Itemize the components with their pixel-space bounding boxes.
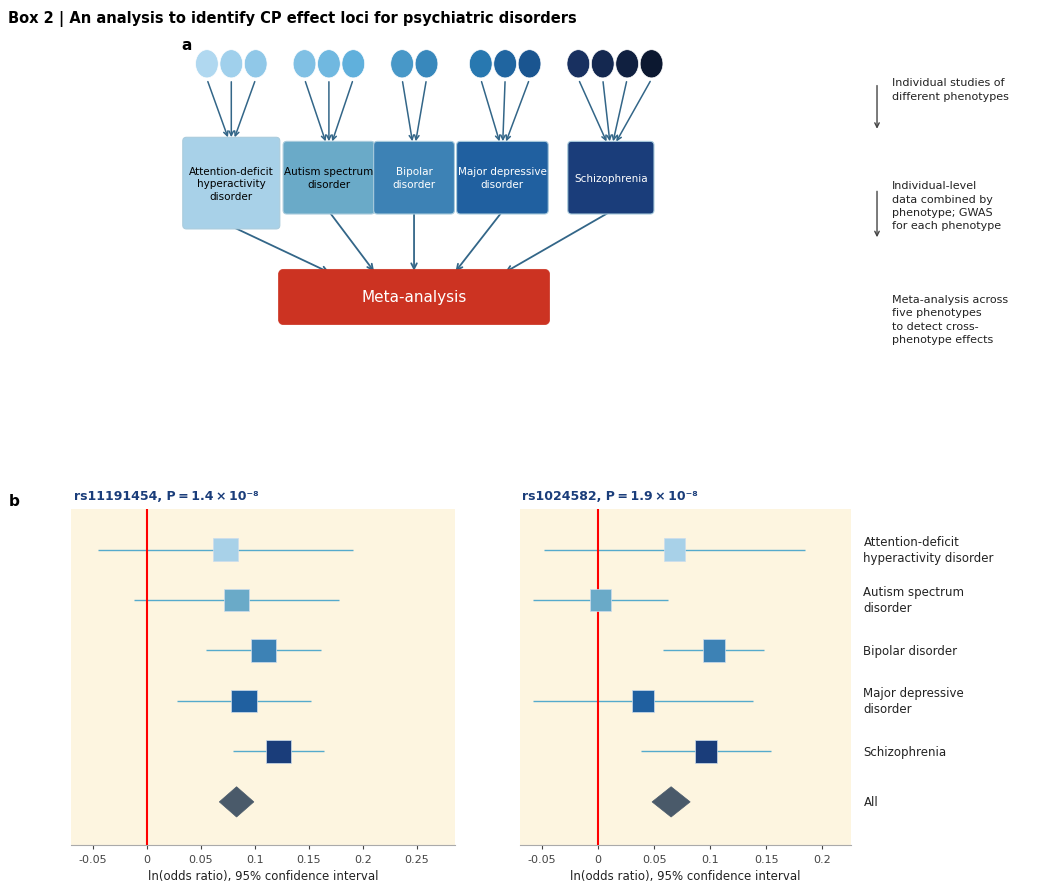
Text: Bipolar
disorder: Bipolar disorder <box>393 167 436 190</box>
Ellipse shape <box>640 51 663 79</box>
Ellipse shape <box>293 51 316 79</box>
FancyBboxPatch shape <box>664 539 686 561</box>
Ellipse shape <box>518 51 541 79</box>
Text: Bipolar disorder: Bipolar disorder <box>863 645 958 657</box>
Text: b: b <box>8 493 19 509</box>
Text: Major depressive
disorder: Major depressive disorder <box>458 167 547 190</box>
Ellipse shape <box>494 51 517 79</box>
FancyBboxPatch shape <box>632 690 654 713</box>
FancyBboxPatch shape <box>457 142 548 215</box>
FancyBboxPatch shape <box>568 142 654 215</box>
Ellipse shape <box>415 51 438 79</box>
Text: rs1024582, P = 1.9 × 10⁻⁸: rs1024582, P = 1.9 × 10⁻⁸ <box>522 489 698 502</box>
Ellipse shape <box>615 51 638 79</box>
Ellipse shape <box>317 51 340 79</box>
Text: Autism spectrum
disorder: Autism spectrum disorder <box>863 586 965 615</box>
Ellipse shape <box>391 51 414 79</box>
FancyBboxPatch shape <box>374 142 455 215</box>
X-axis label: ln(odds ratio), 95% confidence interval: ln(odds ratio), 95% confidence interval <box>148 869 378 882</box>
Text: Box 2 | An analysis to identify CP effect loci for psychiatric disorders: Box 2 | An analysis to identify CP effec… <box>8 11 578 27</box>
Text: Meta-analysis: Meta-analysis <box>361 291 467 305</box>
FancyBboxPatch shape <box>251 639 276 662</box>
Ellipse shape <box>245 51 267 79</box>
Ellipse shape <box>342 51 364 79</box>
Ellipse shape <box>591 51 614 79</box>
Text: Attention-deficit
hyperactivity disorder: Attention-deficit hyperactivity disorder <box>863 536 994 564</box>
Text: Meta-analysis across
five phenotypes
to detect cross-
phenotype effects: Meta-analysis across five phenotypes to … <box>891 295 1008 344</box>
Ellipse shape <box>567 51 590 79</box>
X-axis label: ln(odds ratio), 95% confidence interval: ln(odds ratio), 95% confidence interval <box>570 869 800 882</box>
Text: Schizophrenia: Schizophrenia <box>863 745 946 758</box>
FancyBboxPatch shape <box>224 589 249 611</box>
FancyBboxPatch shape <box>231 690 257 713</box>
Text: Autism spectrum
disorder: Autism spectrum disorder <box>285 167 374 190</box>
Text: rs11191454, P = 1.4 × 10⁻⁸: rs11191454, P = 1.4 × 10⁻⁸ <box>74 489 258 502</box>
Polygon shape <box>652 787 690 817</box>
FancyBboxPatch shape <box>589 589 611 611</box>
FancyBboxPatch shape <box>183 139 280 230</box>
FancyBboxPatch shape <box>213 539 238 561</box>
FancyBboxPatch shape <box>266 740 291 763</box>
Polygon shape <box>219 787 254 817</box>
Ellipse shape <box>469 51 492 79</box>
Text: Individual studies of
different phenotypes: Individual studies of different phenotyp… <box>891 79 1009 101</box>
Text: Major depressive
disorder: Major depressive disorder <box>863 687 964 715</box>
Text: Attention-deficit
hyperactivity
disorder: Attention-deficit hyperactivity disorder <box>189 166 274 201</box>
FancyBboxPatch shape <box>278 270 549 325</box>
Ellipse shape <box>219 51 243 79</box>
FancyBboxPatch shape <box>284 142 375 215</box>
FancyBboxPatch shape <box>695 740 717 763</box>
Text: a: a <box>182 38 192 53</box>
Text: Individual-level
data combined by
phenotype; GWAS
for each phenotype: Individual-level data combined by phenot… <box>891 181 1001 231</box>
FancyBboxPatch shape <box>702 639 724 662</box>
Text: Schizophrenia: Schizophrenia <box>574 173 648 183</box>
Text: All: All <box>863 796 878 808</box>
Ellipse shape <box>195 51 218 79</box>
